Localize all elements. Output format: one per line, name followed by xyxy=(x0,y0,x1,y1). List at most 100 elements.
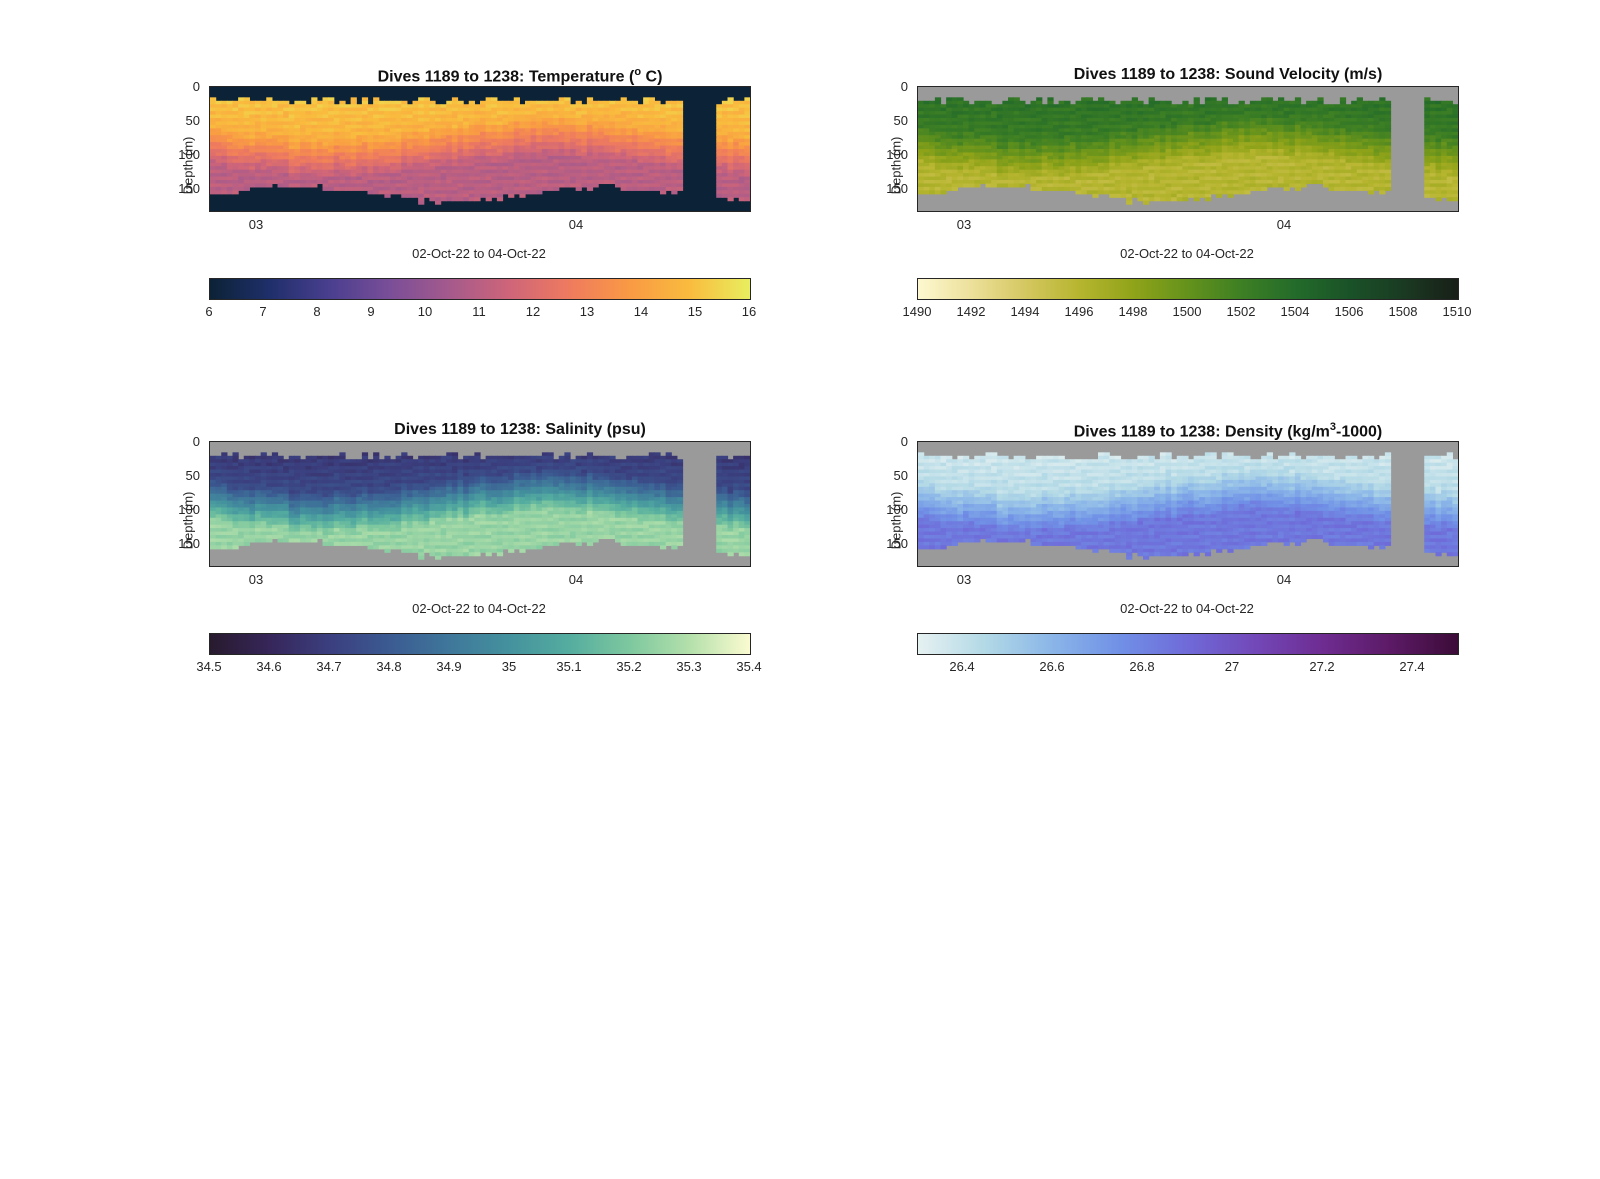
heatmap-cell xyxy=(530,183,537,188)
heatmap-cell xyxy=(1058,107,1065,112)
heatmap-cell xyxy=(350,135,357,140)
heatmap-cell xyxy=(1373,121,1380,126)
heatmap-cell xyxy=(1131,100,1138,105)
heatmap-cell xyxy=(1446,118,1453,123)
heatmap-cell xyxy=(923,114,930,119)
heatmap-cell xyxy=(221,507,228,512)
heatmap-cell xyxy=(934,124,942,129)
heatmap-cell xyxy=(1368,104,1375,109)
y-tick-label: 0 xyxy=(192,434,200,449)
heatmap-cell xyxy=(991,169,998,174)
heatmap-cell xyxy=(1024,162,1032,167)
heatmap-cell xyxy=(1452,169,1458,174)
heatmap-cell xyxy=(305,176,312,181)
heatmap-cell xyxy=(1323,121,1330,126)
heatmap-cell xyxy=(721,186,729,191)
heatmap-cell xyxy=(1306,124,1313,129)
heatmap-cell xyxy=(951,142,958,147)
heatmap-cell xyxy=(541,135,549,140)
heatmap-cell xyxy=(575,149,582,154)
heatmap-cell xyxy=(581,118,588,123)
heatmap-cell xyxy=(1165,118,1172,123)
heatmap-cell xyxy=(1351,166,1358,171)
heatmap-cell xyxy=(547,111,554,116)
heatmap-cell xyxy=(1171,131,1178,136)
heatmap-cell xyxy=(1114,124,1122,129)
heatmap-cell xyxy=(974,166,981,171)
heatmap-cell xyxy=(1008,145,1015,150)
heatmap-cell xyxy=(1300,124,1307,129)
heatmap-cell xyxy=(1204,124,1212,129)
heatmap-cell xyxy=(1143,190,1150,195)
heatmap-cell xyxy=(232,173,239,178)
heatmap-cell xyxy=(1024,131,1032,136)
heatmap-cell xyxy=(1024,128,1032,133)
heatmap-cell xyxy=(390,159,397,164)
heatmap-cell xyxy=(547,173,554,178)
heatmap-cell xyxy=(356,180,363,185)
heatmap-cell xyxy=(1435,135,1442,140)
heatmap-cell xyxy=(210,104,217,109)
heatmap-cell xyxy=(232,190,239,195)
heatmap-cell xyxy=(654,180,661,185)
heatmap-cell xyxy=(1429,142,1437,147)
heatmap-cell xyxy=(210,183,217,188)
heatmap-cell xyxy=(390,121,397,126)
heatmap-cell xyxy=(1075,169,1082,174)
heatmap-cell xyxy=(1069,114,1077,119)
heatmap-cell xyxy=(536,166,543,171)
heatmap-cell xyxy=(1120,152,1127,157)
heatmap-cell xyxy=(283,162,290,167)
heatmap-cell xyxy=(1137,180,1144,185)
heatmap-cell xyxy=(721,138,729,143)
heatmap-cell xyxy=(1109,121,1116,126)
heatmap-cell xyxy=(249,100,256,105)
heatmap-cell xyxy=(215,507,222,512)
heatmap-cell xyxy=(1204,193,1212,198)
heatmap-cell xyxy=(384,159,391,164)
heatmap-cell xyxy=(979,131,987,136)
heatmap-cell xyxy=(615,169,622,174)
heatmap-cell xyxy=(598,124,605,129)
heatmap-cell xyxy=(1165,155,1172,160)
heatmap-cell xyxy=(1171,152,1178,157)
heatmap-cell xyxy=(226,118,234,123)
heatmap-cell xyxy=(671,176,678,181)
heatmap-cell xyxy=(328,138,335,143)
heatmap-cell xyxy=(1216,186,1223,191)
heatmap-cell xyxy=(345,107,352,112)
heatmap-cell xyxy=(480,118,487,123)
heatmap-cell xyxy=(1384,183,1392,188)
heatmap-cell xyxy=(631,166,639,171)
heatmap-cell xyxy=(1143,186,1150,191)
heatmap-cell xyxy=(1008,180,1015,185)
heatmap-cell xyxy=(963,176,970,181)
heatmap-cell xyxy=(429,128,436,133)
heatmap-cell xyxy=(378,104,385,109)
heatmap-cell xyxy=(255,100,262,105)
heatmap-cell xyxy=(215,528,222,533)
heatmap-cell xyxy=(1081,97,1088,102)
heatmap-cell xyxy=(1379,183,1386,188)
heatmap-cell xyxy=(378,121,385,126)
heatmap-cell xyxy=(221,169,228,174)
heatmap-cell xyxy=(305,169,312,174)
heatmap-cell xyxy=(946,114,953,119)
heatmap-cell xyxy=(1148,155,1155,160)
heatmap-cell xyxy=(1188,166,1195,171)
heatmap-cell xyxy=(513,121,520,126)
heatmap-cell xyxy=(564,180,571,185)
heatmap-cell xyxy=(558,114,565,119)
heatmap-cell xyxy=(1435,100,1442,105)
heatmap-cell xyxy=(1345,159,1352,164)
heatmap-cell xyxy=(322,183,329,188)
heatmap-cell xyxy=(996,173,1003,178)
heatmap-cell xyxy=(957,166,964,171)
heatmap-cell xyxy=(586,97,594,102)
heatmap-cell xyxy=(558,142,565,147)
heatmap-cell xyxy=(1114,159,1122,164)
heatmap-cell xyxy=(221,173,228,178)
heatmap-cell xyxy=(1176,128,1183,133)
heatmap-cell xyxy=(463,169,470,174)
heatmap-cell xyxy=(457,152,464,157)
